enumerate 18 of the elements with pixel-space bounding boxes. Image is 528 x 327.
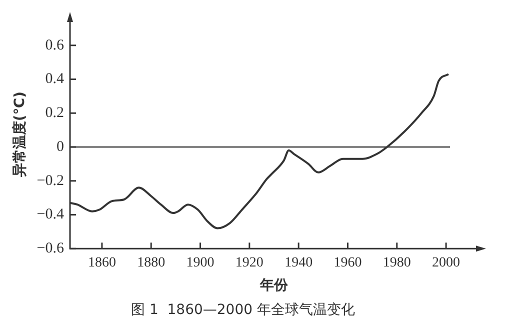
y-tick-label: −0.2 [36, 172, 64, 189]
x-tick-label: 1960 [334, 256, 362, 271]
x-tick-label: 1860 [88, 256, 116, 271]
y-axis-title: 异常温度(℃) [11, 91, 28, 178]
x-tick-label: 2000 [432, 256, 460, 271]
x-tick-label: 1980 [382, 256, 411, 271]
y-tick-label: 0 [56, 138, 64, 155]
y-tick-label: 0.6 [45, 37, 65, 54]
x-tick-label: 1940 [284, 256, 313, 271]
y-tick-label: 0.2 [45, 105, 64, 122]
y-tick-label: 0.4 [45, 71, 65, 88]
y-tick-label: −0.6 [36, 240, 64, 257]
x-tick-label: 1880 [137, 256, 166, 271]
text: 图 1 1860—2000 年全球气温变化 [131, 302, 355, 318]
x-axis-title: 年份 [259, 277, 290, 294]
x-tick-label: 1900 [186, 256, 214, 271]
y-tick-label: −0.4 [36, 206, 64, 223]
x-tick-label: 1920 [235, 256, 264, 271]
